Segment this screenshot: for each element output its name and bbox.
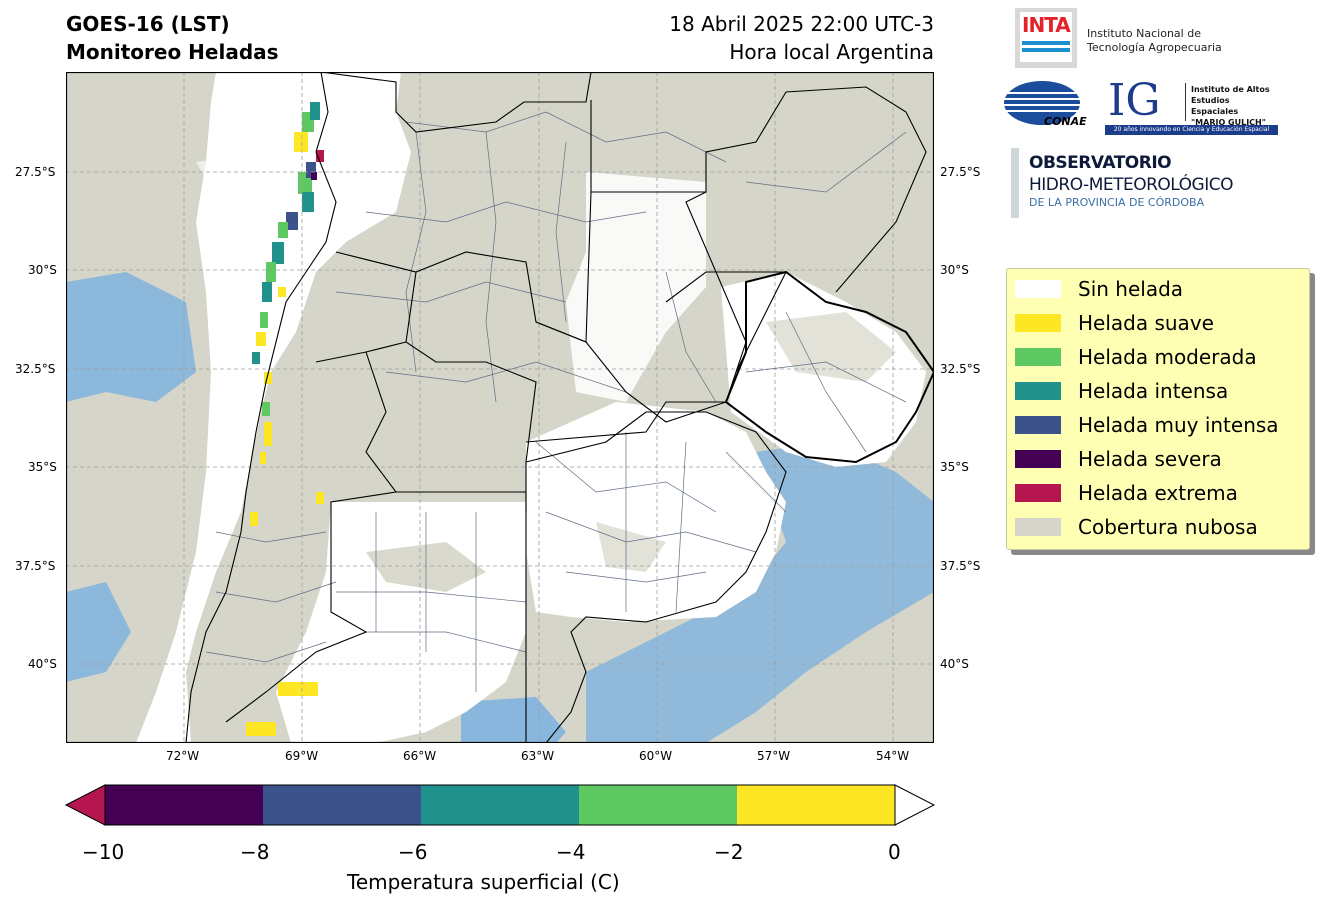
observatorio-title: OBSERVATORIO xyxy=(1029,153,1172,173)
lat-tick-left: 30°S xyxy=(28,263,57,277)
lon-tick: 72°W xyxy=(166,749,200,763)
map-subtitle: Monitoreo Heladas xyxy=(66,40,279,64)
observatorio-subtitle: HIDRO-METEOROLÓGICO xyxy=(1029,175,1233,195)
ig-anniversary-strip: 20 años innovando en Ciencia y Educación… xyxy=(1105,125,1278,135)
colorbar-under-extension xyxy=(64,784,106,826)
colorbar-tick: −10 xyxy=(82,840,125,864)
colorbar-segment xyxy=(105,785,263,825)
lat-tick-left: 32.5°S xyxy=(15,362,56,376)
lat-tick-left: 37.5°S xyxy=(15,559,56,573)
observatorio-bar xyxy=(1011,148,1019,218)
colorbar-segment xyxy=(737,785,895,825)
colorbar-segment xyxy=(579,785,737,825)
legend-swatch xyxy=(1015,314,1061,332)
lat-tick-right: 35°S xyxy=(940,460,969,474)
conae-wordmark: CONAE xyxy=(1044,115,1087,128)
legend-swatch xyxy=(1015,518,1061,536)
colorbar-outline xyxy=(104,784,896,826)
inta-wordmark: INTA xyxy=(1022,13,1071,37)
sea-patches xyxy=(66,272,934,743)
lat-tick-right: 40°S xyxy=(940,657,969,671)
lon-tick: 60°W xyxy=(639,749,673,763)
frost-map xyxy=(66,72,934,743)
colorbar-segment xyxy=(263,785,421,825)
lon-tick: 69°W xyxy=(285,749,319,763)
ig-name-line2: Estudios Espaciales xyxy=(1191,96,1239,116)
legend-swatch xyxy=(1015,382,1061,400)
colorbar-tick: −2 xyxy=(714,840,744,864)
ig-name-line3: "MARIO GULICH" xyxy=(1191,118,1266,127)
legend-label: Sin helada xyxy=(1078,277,1184,301)
lat-tick-right: 32.5°S xyxy=(940,362,981,376)
temperature-colorbar xyxy=(64,784,936,826)
colorbar-label: Temperatura superficial (C) xyxy=(347,870,620,894)
province-boundaries xyxy=(185,72,927,743)
colorbar-tick: −8 xyxy=(240,840,270,864)
ig-name-line1: Instituto de Altos xyxy=(1191,85,1270,94)
legend-label: Helada suave xyxy=(1078,311,1214,335)
map-date: 18 Abril 2025 22:00 UTC-3 xyxy=(669,12,934,36)
legend-swatch xyxy=(1015,416,1061,434)
frost-pixels xyxy=(246,102,324,736)
legend-swatch xyxy=(1015,450,1061,468)
observatorio-province: DE LA PROVINCIA DE CÓRDOBA xyxy=(1029,196,1205,209)
lon-tick: 66°W xyxy=(403,749,437,763)
department-boundaries xyxy=(205,111,907,692)
legend-label: Cobertura nubosa xyxy=(1078,515,1258,539)
legend-label: Helada muy intensa xyxy=(1078,413,1279,437)
colorbar-tick: −6 xyxy=(398,840,428,864)
legend-swatch xyxy=(1015,348,1061,366)
colorbar-tick: −4 xyxy=(556,840,586,864)
legend-label: Helada extrema xyxy=(1078,481,1238,505)
lat-tick-left: 40°S xyxy=(28,657,57,671)
legend-label: Helada moderada xyxy=(1078,345,1257,369)
legend-swatch xyxy=(1015,280,1061,298)
frost-legend: Sin helada Helada suave Helada moderada … xyxy=(1006,268,1310,550)
map-title: GOES-16 (LST) xyxy=(66,12,230,36)
legend-swatch xyxy=(1015,484,1061,502)
clear-land xyxy=(136,72,926,743)
lat-tick-right: 27.5°S xyxy=(940,165,981,179)
ig-wordmark: IG xyxy=(1108,75,1161,126)
graticule xyxy=(66,72,934,743)
lat-tick-right: 30°S xyxy=(940,263,969,277)
conae-logo: CONAE xyxy=(1004,79,1087,129)
uruguay-border xyxy=(724,270,934,464)
legend-label: Helada intensa xyxy=(1078,379,1229,403)
colorbar-tick: 0 xyxy=(888,840,901,864)
lat-tick-left: 27.5°S xyxy=(15,165,56,179)
inta-name-line1: Instituto Nacional de xyxy=(1087,27,1201,40)
legend-label: Helada severa xyxy=(1078,447,1222,471)
ig-logo: IG Instituto de Altos Estudios Espaciale… xyxy=(1105,75,1278,136)
lon-tick: 63°W xyxy=(521,749,555,763)
inta-logo: INTA xyxy=(1015,8,1077,68)
colorbar-over-extension xyxy=(894,784,936,826)
map-timezone: Hora local Argentina xyxy=(729,40,934,64)
lat-tick-right: 37.5°S xyxy=(940,559,981,573)
colorbar-segment xyxy=(421,785,579,825)
lon-tick: 54°W xyxy=(876,749,910,763)
lat-tick-left: 35°S xyxy=(28,460,57,474)
lon-tick: 57°W xyxy=(757,749,791,763)
map-frame xyxy=(66,72,934,743)
inta-name-line2: Tecnología Agropecuaria xyxy=(1087,41,1222,54)
